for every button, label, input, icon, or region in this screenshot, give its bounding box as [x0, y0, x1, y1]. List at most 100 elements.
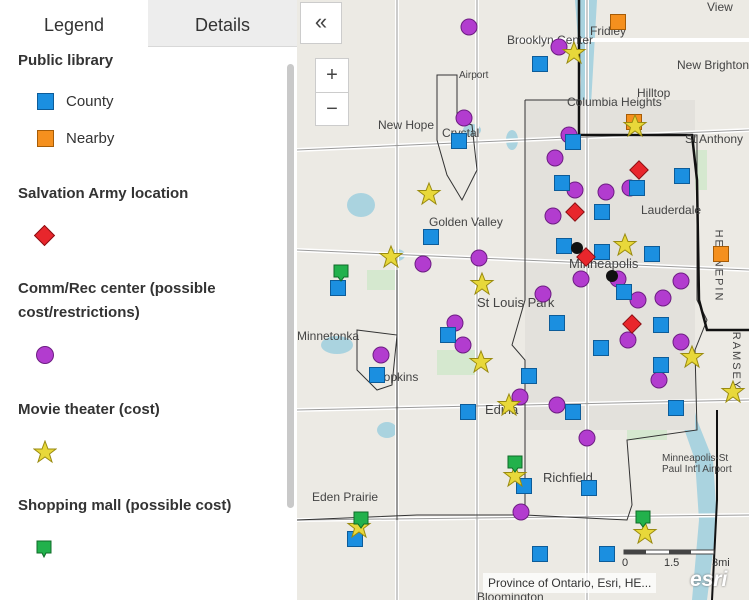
map-marker-library-county[interactable]: [565, 134, 581, 150]
legend-label-nearby: Nearby: [66, 130, 115, 147]
map-marker-comm-rec[interactable]: [470, 249, 488, 267]
place-label: Hilltop: [637, 86, 671, 100]
map-marker-library-county[interactable]: [556, 238, 572, 254]
map-marker-location[interactable]: [571, 242, 583, 254]
map-marker-library-county[interactable]: [668, 400, 684, 416]
map-marker-library-county[interactable]: [594, 244, 610, 260]
place-label: Golden Valley: [429, 215, 503, 229]
map-marker-comm-rec[interactable]: [544, 207, 562, 225]
map-marker-library-county[interactable]: [653, 317, 669, 333]
tab-details[interactable]: Details: [148, 0, 297, 47]
place-label: Airport: [459, 70, 489, 81]
map-marker-library-county[interactable]: [451, 133, 467, 149]
place-label: New Brighton: [677, 58, 749, 72]
map-marker-library-nearby[interactable]: [713, 246, 729, 262]
legend-list: Public library County Nearby Salvation A…: [0, 47, 286, 600]
map-marker-comm-rec[interactable]: [619, 331, 637, 349]
place-label: Eden Prairie: [312, 490, 379, 504]
scale-label: 0: [622, 557, 629, 569]
place-label: St Anthony: [685, 132, 744, 146]
place-label: Brooklyn Center: [507, 33, 594, 47]
tab-legend[interactable]: Legend: [0, 0, 148, 47]
place-label: Hopkins: [375, 370, 419, 384]
scale-label: 3mi: [712, 557, 730, 569]
zoom-in-button[interactable]: +: [316, 59, 348, 93]
map-marker-comm-rec[interactable]: [550, 38, 568, 56]
map-marker-movie-theater[interactable]: [613, 233, 637, 256]
place-label: Columbia Heights: [567, 95, 662, 109]
map-marker-library-county[interactable]: [674, 168, 690, 184]
map-marker-shopping-mall[interactable]: [333, 264, 349, 282]
green-pin-icon: [36, 540, 52, 558]
map-marker-library-nearby[interactable]: [610, 14, 626, 30]
map-marker-comm-rec[interactable]: [372, 346, 390, 364]
map-marker-library-county[interactable]: [581, 480, 597, 496]
map-marker-comm-rec[interactable]: [548, 396, 566, 414]
map-marker-comm-rec[interactable]: [546, 149, 564, 167]
zoom-control: + −: [315, 58, 349, 126]
place-label: View: [707, 0, 733, 14]
map-marker-comm-rec[interactable]: [455, 109, 473, 127]
zoom-out-button[interactable]: −: [326, 98, 338, 120]
map-marker-comm-rec[interactable]: [460, 18, 478, 36]
map-marker-comm-rec[interactable]: [672, 333, 690, 351]
map-marker-library-county[interactable]: [521, 368, 537, 384]
map-marker-library-county[interactable]: [549, 315, 565, 331]
map-marker-library-county[interactable]: [532, 546, 548, 562]
purple-circle-icon: [36, 346, 54, 364]
legend-title-comm-rec-center: Comm/Rec center (possible: [18, 280, 216, 297]
map-marker-comm-rec[interactable]: [650, 371, 668, 389]
legend-title-comm-rec-center-line2: cost/restrictions): [18, 304, 140, 321]
map-marker-movie-theater[interactable]: [469, 350, 493, 373]
legend-scrollbar[interactable]: [287, 64, 294, 508]
yellow-star-icon: [33, 440, 57, 464]
map-marker-library-county[interactable]: [554, 175, 570, 191]
map-marker-movie-theater[interactable]: [470, 272, 494, 295]
map-marker-comm-rec[interactable]: [414, 255, 432, 273]
map-marker-library-county[interactable]: [594, 204, 610, 220]
place-label: Minneapolis-St Paul Int'l Airport: [662, 453, 732, 475]
map-marker-library-county[interactable]: [599, 546, 615, 562]
map-marker-salvation-army[interactable]: [629, 160, 649, 180]
map-marker-comm-rec[interactable]: [597, 183, 615, 201]
map-marker-movie-theater[interactable]: [721, 380, 745, 403]
map-marker-comm-rec[interactable]: [654, 289, 672, 307]
map-marker-library-county[interactable]: [565, 404, 581, 420]
map-marker-library-county[interactable]: [330, 280, 346, 296]
map-marker-salvation-army[interactable]: [622, 314, 642, 334]
place-label: Lauderdale: [641, 203, 702, 217]
map-marker-location[interactable]: [606, 270, 618, 282]
map-marker-salvation-army[interactable]: [565, 202, 585, 222]
map-marker-library-county[interactable]: [423, 229, 439, 245]
map-marker-library-county[interactable]: [532, 56, 548, 72]
map-marker-library-county[interactable]: [653, 357, 669, 373]
map-marker-movie-theater[interactable]: [417, 182, 441, 205]
map-attribution[interactable]: Province of Ontario, Esri, HE...: [483, 573, 657, 593]
map-marker-movie-theater[interactable]: [379, 245, 403, 268]
map-marker-shopping-mall[interactable]: [635, 510, 651, 528]
map-marker-comm-rec[interactable]: [572, 270, 590, 288]
map-marker-library-county[interactable]: [460, 404, 476, 420]
map-marker-library-county[interactable]: [593, 340, 609, 356]
map-marker-library-county[interactable]: [440, 327, 456, 343]
map-marker-library-county[interactable]: [629, 180, 645, 196]
map-marker-comm-rec[interactable]: [534, 285, 552, 303]
map-marker-library-county[interactable]: [369, 367, 385, 383]
legend-title-shopping-mall: Shopping mall (possible cost): [18, 497, 232, 514]
place-label: St Louis Park: [477, 295, 555, 310]
legend-title-public-library: Public library: [18, 52, 114, 69]
map-marker-library-county[interactable]: [644, 246, 660, 262]
map-marker-comm-rec[interactable]: [512, 503, 530, 521]
map-marker-comm-rec[interactable]: [629, 291, 647, 309]
map-marker-shopping-mall[interactable]: [507, 455, 523, 473]
map-marker-comm-rec[interactable]: [578, 429, 596, 447]
map-view[interactable]: Brooklyn Center Fridley New Brighton Col…: [297, 0, 749, 600]
collapse-panel-button[interactable]: «: [300, 2, 342, 44]
map-markers: [330, 14, 745, 562]
esri-logo: esri: [690, 568, 728, 591]
red-diamond-icon: [33, 224, 56, 247]
map-marker-library-county[interactable]: [616, 284, 632, 300]
map-marker-comm-rec[interactable]: [454, 336, 472, 354]
panel-tabs: Legend Details: [0, 0, 297, 47]
map-marker-comm-rec[interactable]: [672, 272, 690, 290]
